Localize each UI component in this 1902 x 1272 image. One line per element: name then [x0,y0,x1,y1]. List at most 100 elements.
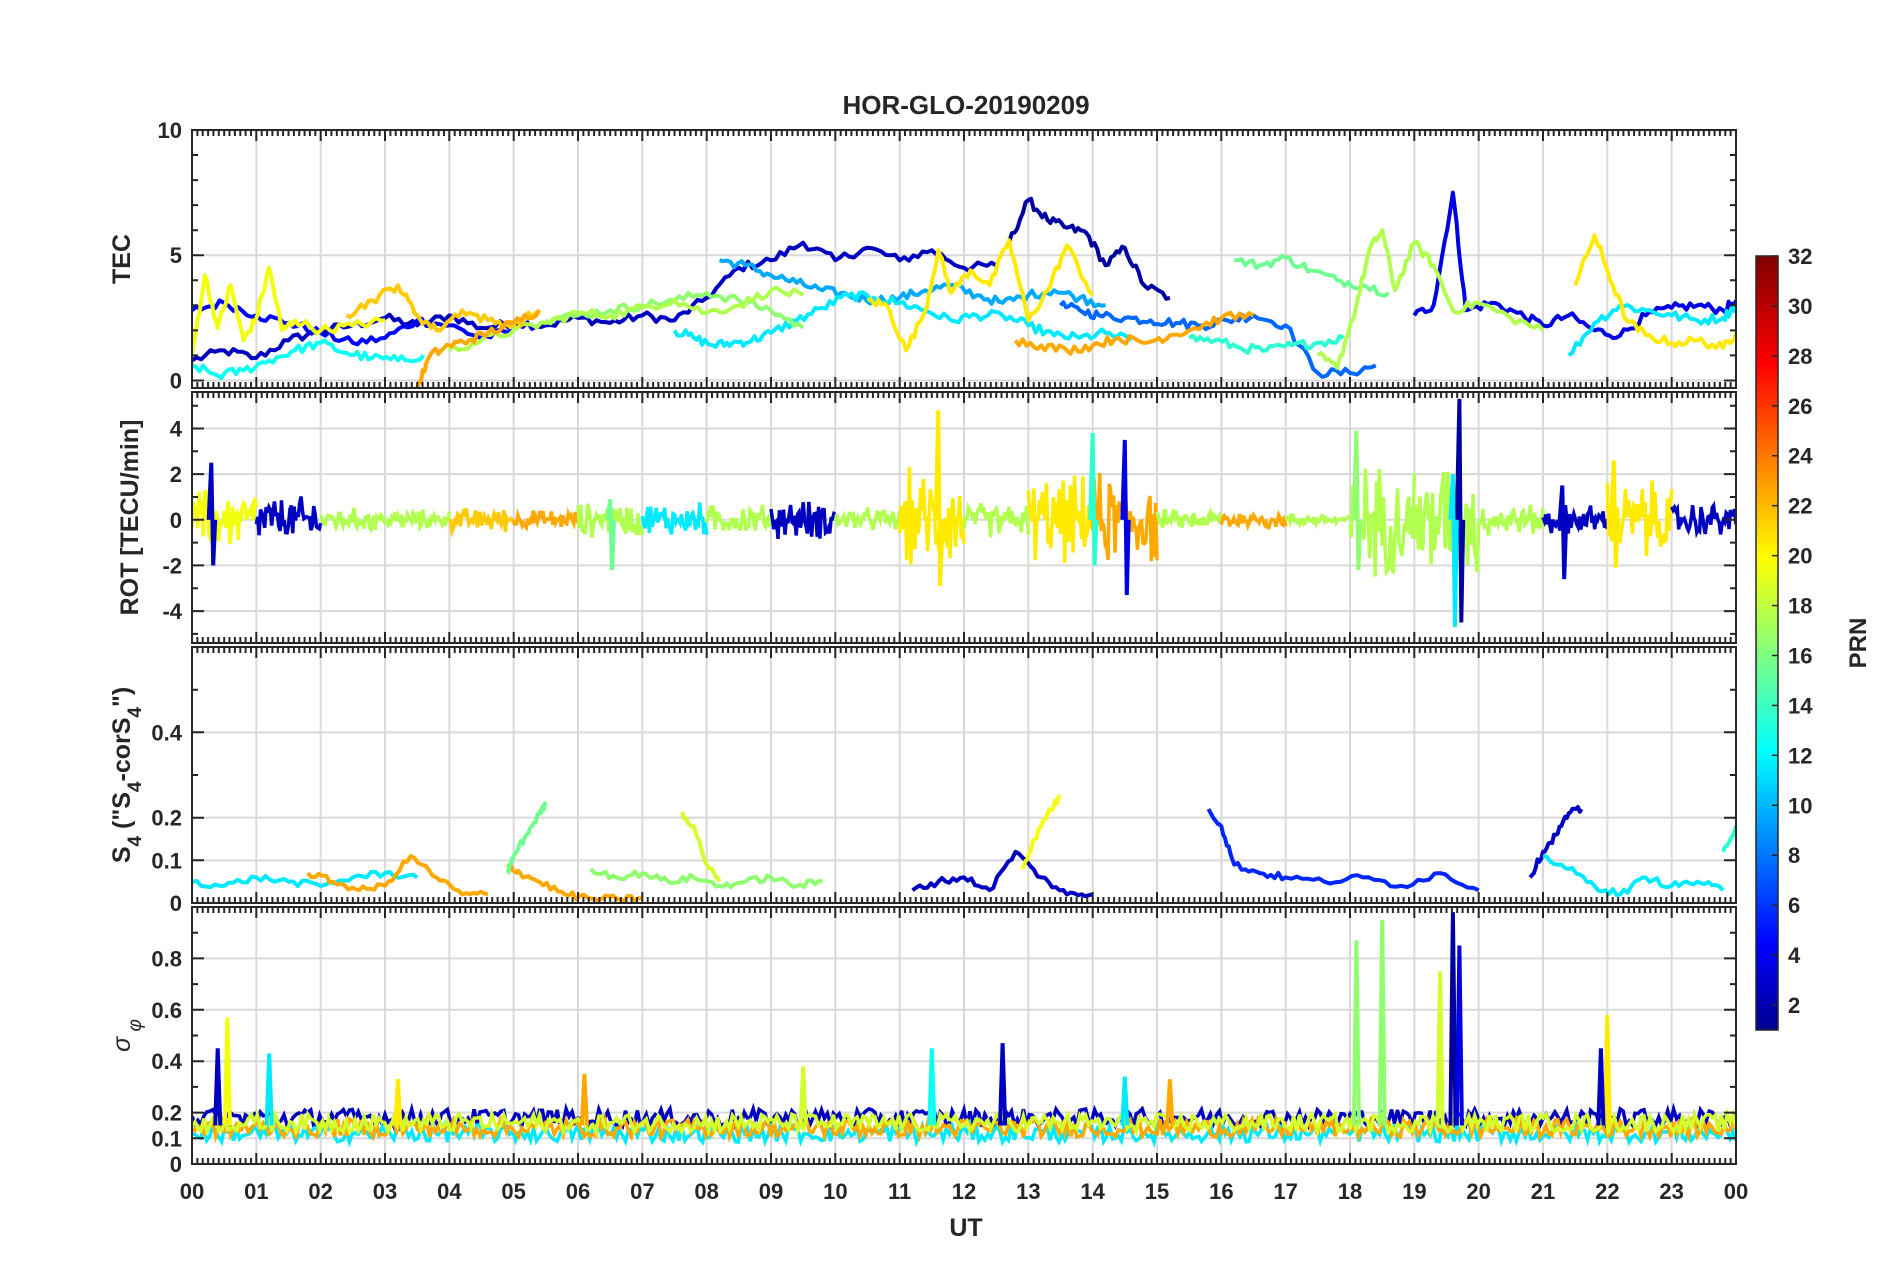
sigma-baseline-prn-19 [192,1107,1736,1138]
rot-activity-trace [1541,504,1609,534]
colorbar-tick-label: 24 [1788,444,1813,469]
sigma-spike-prn-3 [998,1043,1008,1126]
y-tick-label: 10 [158,118,182,143]
x-tick-marks [191,907,1737,1164]
colorbar-tick-label: 16 [1788,643,1812,668]
y-tick-marks [192,129,1736,382]
panel-data-rot [192,398,1736,628]
sigma-spike-prn-17 [1351,940,1361,1126]
series-line-prn-13 [192,338,426,380]
colorbar-gradient [1755,255,1779,1031]
colorbar-label: PRN [1845,618,1872,669]
rot-spike-prn-21 [1609,460,1620,568]
x-tick-label: 23 [1659,1179,1683,1204]
series-line-prn-19 [680,811,722,883]
sigma-spike-prn-21 [393,1079,403,1126]
y-tick-label: -2 [162,553,182,578]
rot-activity-trace [448,507,516,538]
panel-rot: -4 -2 0 2 4 ROT [TECU/min] [116,391,1737,644]
colorbar-tick-label: 2 [1788,993,1800,1018]
y-axis-label-s4: S4 ("S4-corS4") [108,687,146,863]
rot-activity-trace [192,488,259,545]
colorbar-tick-label: 8 [1788,843,1800,868]
y-axis-label-part: -corS [108,718,136,782]
x-tick-label: 06 [566,1179,590,1204]
series-line-prn-20 [1020,794,1061,871]
rot-activity-trace [962,501,1031,538]
x-tick-label: 18 [1338,1179,1362,1204]
sigma-spike-prn-20 [222,1017,232,1126]
colorbar-tick-label: 18 [1788,594,1812,619]
y-axis-label-tec: TEC [108,234,136,284]
y-tick-marks [192,931,1736,1165]
panel-sigma_phi: 00.10.2 0.4 0.6 0.8 σ φ [108,906,1737,1177]
series-line-prn-18 [1316,228,1545,370]
rot-spike-prn-16 [605,498,616,571]
x-tick-label: 09 [759,1179,783,1204]
x-tick-label: 20 [1466,1179,1490,1204]
rot-spike-prn-17 [1351,430,1363,571]
y-tick-label: 0.1 [151,1126,182,1151]
sigma-spike-prn-17 [1377,919,1387,1126]
sigma-spike-prn-3 [213,1048,223,1126]
x-tick-label: 00 [180,1179,204,1204]
rot-activity-trace [897,466,966,565]
x-tick-label: 13 [1016,1179,1040,1204]
x-tick-label: 10 [823,1179,847,1204]
rot-activity-trace [640,502,709,535]
y-tick-label: 0.2 [151,806,182,831]
x-tick-label: 14 [1080,1179,1105,1204]
y-axis-label-sigma_phi: σ φ [108,1019,146,1052]
x-axis-label: UT [949,1214,982,1242]
series-line-prn-12 [192,869,419,890]
x-tick-label: 19 [1402,1179,1426,1204]
x-tick-label: 11 [888,1179,911,1204]
rot-activity-trace [1284,513,1351,530]
x-tick-marks [191,392,1737,643]
sigma-spike-prn-12 [1120,1076,1130,1126]
x-tick-label: 00 [1724,1179,1748,1204]
x-tick-marks [191,647,1737,903]
series-line-prn-12 [672,290,1133,349]
rot-activity-trace [1412,471,1481,573]
x-tick-label: 22 [1595,1179,1619,1204]
y-axis-label-part: ("S [108,792,136,836]
series-line-prn-3 [192,240,998,363]
series-line-prn-21 [866,238,1095,353]
sigma-spike-prn-19 [798,1066,808,1126]
series-line-prn-20 [192,265,386,356]
colorbar-tick-label: 26 [1788,394,1812,419]
series-line-prn-23 [306,854,489,897]
rot-activity-trace [384,508,452,534]
rot-spike-prn-4 [1120,439,1131,596]
rot-activity-trace [1026,475,1095,564]
series-line-prn-12 [1542,854,1725,897]
series-line-prn-16 [506,801,548,875]
sigma-spike-prn-3 [1596,1048,1606,1126]
rot-spike-prn-2 [1454,398,1466,623]
series-line-prn-17 [589,867,823,890]
series-line-prn-3 [911,849,1094,899]
series-line-prn-14 [1188,333,1345,355]
colorbar-tick-label: 4 [1788,943,1801,968]
x-tick-label: 05 [501,1179,525,1204]
series-line-prn-10 [719,258,1106,309]
sigma-spike-prn-12 [264,1053,274,1126]
rot-activity-trace [704,504,772,532]
panel-data-s4 [192,794,1736,903]
y-tick-label: 0.8 [151,946,182,971]
y-axis-label-part: ") [108,687,136,707]
x-tick-marks [191,130,1737,388]
rot-spike-prn-3 [1557,485,1569,580]
series-line-prn-12 [1567,303,1736,358]
y-axis-label-rot: ROT [TECU/min] [116,420,144,616]
sigma-spike-prn-19 [1435,971,1445,1126]
series-line-prn-23 [415,309,542,388]
rot-activity-trace [1605,480,1674,557]
x-tick-label: 15 [1145,1179,1169,1204]
x-tick-label: 04 [437,1179,462,1204]
y-axis-label-part: φ [125,1019,146,1037]
series-line-prn-14 [1721,825,1736,853]
y-tick-label: 0.1 [151,848,182,873]
